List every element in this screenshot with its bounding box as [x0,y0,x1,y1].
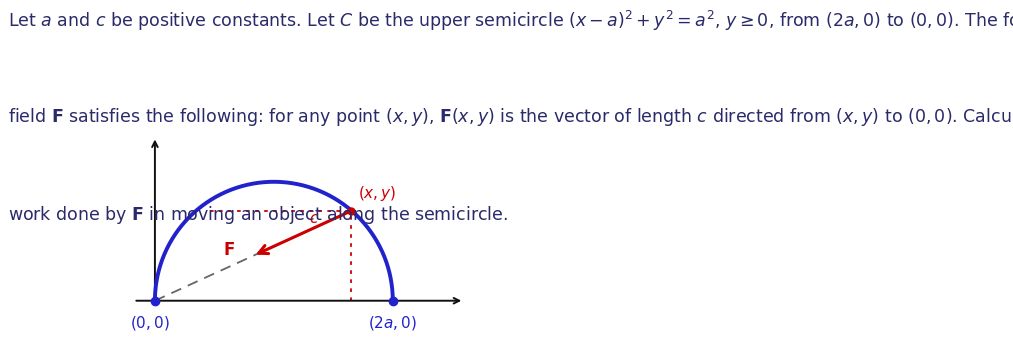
Text: $\mathbf{F}$: $\mathbf{F}$ [223,241,235,259]
Text: work done by $\mathbf{F}$ in moving an object along the semicircle.: work done by $\mathbf{F}$ in moving an o… [8,204,509,226]
Text: $(x, y)$: $(x, y)$ [359,184,397,203]
Text: $c$: $c$ [309,211,319,226]
Text: Let $a$ and $c$ be positive constants. Let $C$ be the upper semicircle $(x - a)^: Let $a$ and $c$ be positive constants. L… [8,8,1013,33]
Text: $(0, 0)$: $(0, 0)$ [131,314,170,332]
Text: $(2a, 0)$: $(2a, 0)$ [369,314,417,332]
Text: field $\mathbf{F}$ satisfies the following: for any point $(x, y)$, $\mathbf{F}(: field $\mathbf{F}$ satisfies the followi… [8,106,1013,128]
